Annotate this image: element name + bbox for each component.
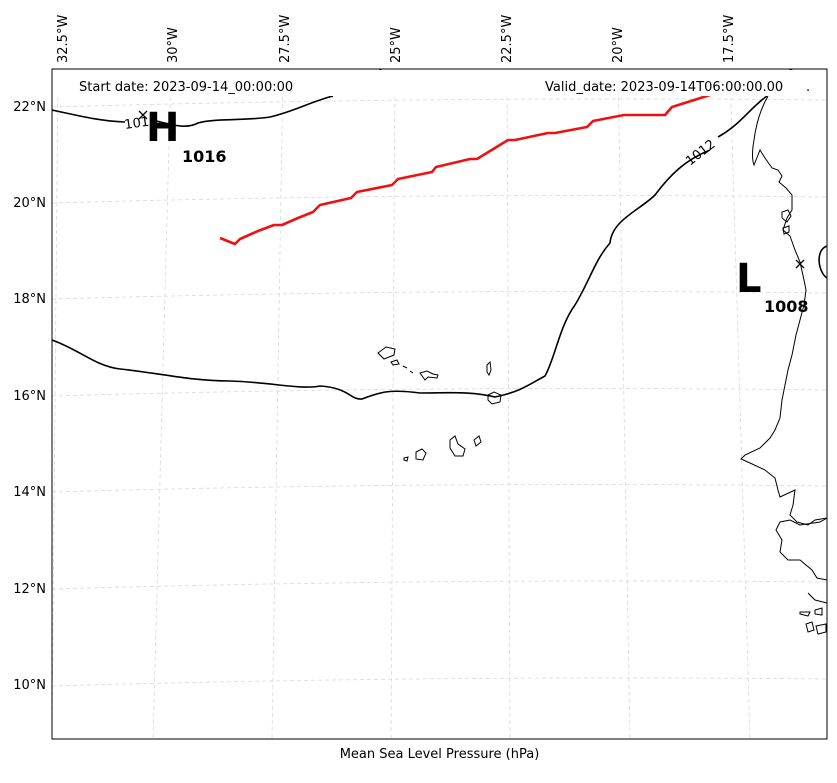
high-pressure-symbol: H [146,105,179,151]
low-pressure-symbol: L [736,256,762,302]
meridian-gridlines [52,69,751,739]
lat-tick-label: 16°N [13,389,46,404]
storm-track [219,88,721,246]
high-center-marker [138,110,148,120]
lon-tick-label: 20°W [611,27,626,63]
isobar-low-east [818,245,827,279]
valid-date-dot: . [806,80,810,95]
lon-tick-label: 32.5°W [56,15,71,63]
lat-tick-label: 14°N [13,485,46,500]
cape-verde-islands [377,346,502,462]
lon-tick-label: 25°W [389,27,404,63]
coastline-small-islands [781,209,792,235]
isobar-1016-north [52,95,334,127]
coastline-guinea-bissau [775,517,827,635]
lat-tick-label: 22°N [13,100,46,115]
info-bar-background [53,70,826,96]
lon-tick-label: 30°W [166,27,181,63]
lon-tick-label: 17.5°W [722,15,737,63]
lat-tick-label: 12°N [13,582,46,597]
valid-date-label: Valid_date: 2023-09-14T06:00:00.00 [545,80,783,95]
parallel-gridlines [52,98,827,687]
lat-tick-label: 18°N [13,292,46,307]
lon-tick-label: 22.5°W [500,15,515,63]
center-markers [138,110,805,269]
isobar-label-1016: 1016 [123,114,158,133]
map-caption: Mean Sea Level Pressure (hPa) [339,747,540,762]
low-center-marker [795,259,805,269]
map-frame [51,68,828,740]
start-date-label: Start date: 2023-09-14_00:00:00 [79,80,293,95]
high-pressure-value: 1016 [182,147,227,166]
lat-tick-label: 10°N [13,678,46,693]
low-pressure-value: 1008 [764,297,809,316]
isobar-1012 [52,95,768,400]
lon-tick-label: 27.5°W [278,15,293,63]
lat-tick-label: 20°N [13,196,46,211]
coastline-west-africa [740,95,827,526]
isobar-label-1012: 1012 [683,137,718,169]
